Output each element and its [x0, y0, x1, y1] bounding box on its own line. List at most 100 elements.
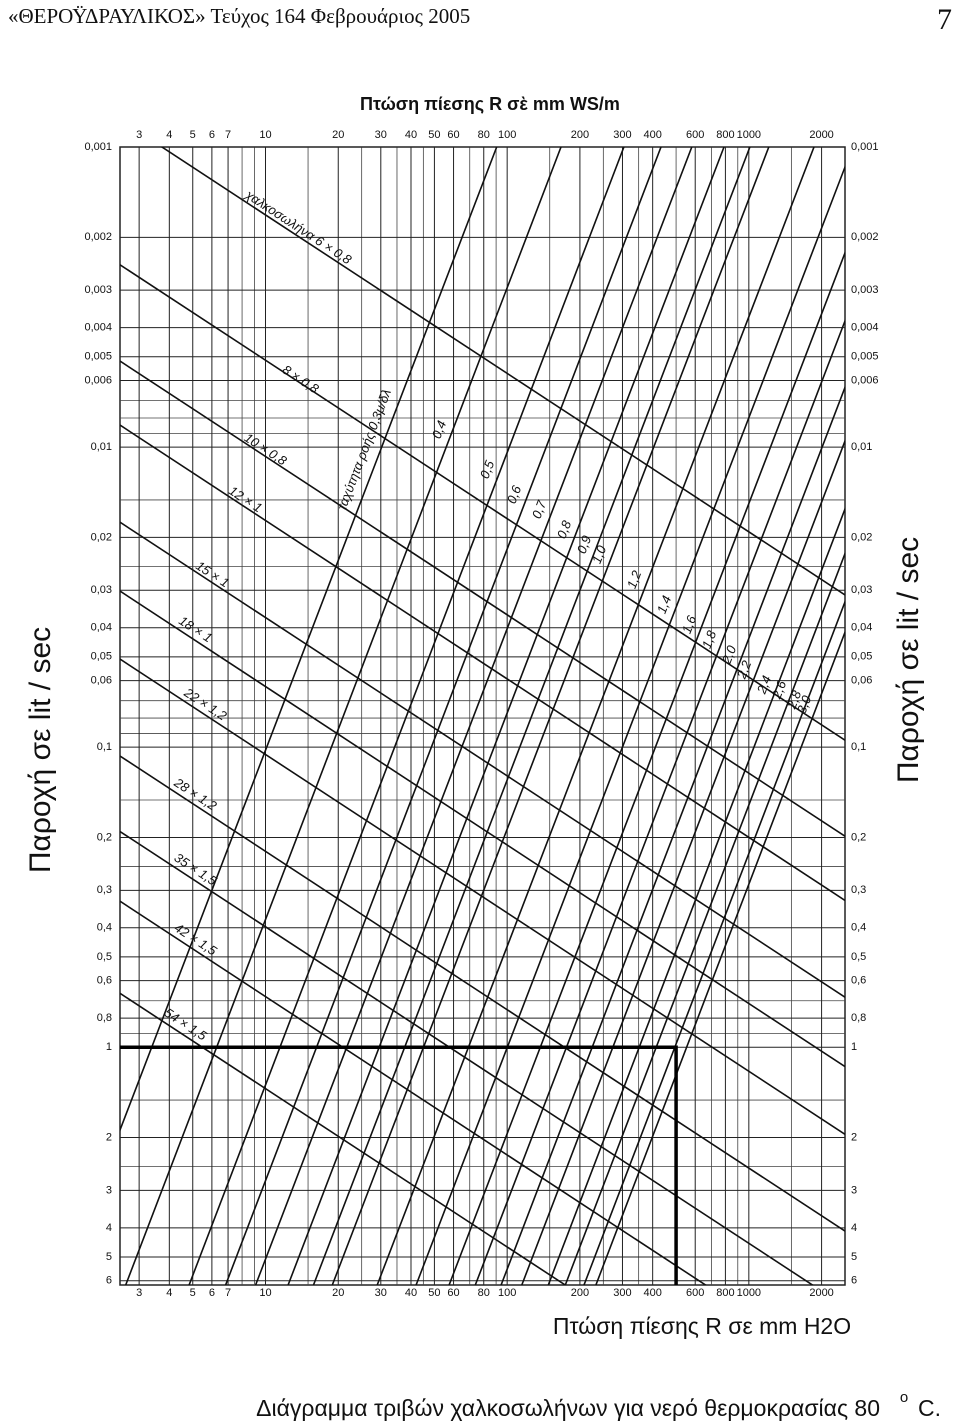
- x-tick-label: 10: [259, 1287, 271, 1299]
- velocity-label: 1,4: [654, 593, 674, 615]
- pipe-line: [120, 264, 845, 741]
- x-tick-label-top: 7: [225, 129, 231, 141]
- y-tick-label-right: 0,03: [851, 584, 872, 596]
- pipe-line: [120, 424, 845, 902]
- y-tick-label-right: 0,001: [851, 141, 879, 153]
- x-tick-label-top: 20: [332, 129, 344, 141]
- pipe-line: [120, 755, 845, 1232]
- velocity-label: 0,9: [574, 533, 594, 555]
- velocity-line: [415, 164, 845, 1285]
- velocity-label: 2,2: [733, 658, 754, 682]
- velocity-line: [500, 385, 845, 1285]
- y-tick-label-right: 0,8: [851, 1012, 866, 1024]
- y-tick-label-left: 0,2: [97, 831, 112, 843]
- y-tick-label-right: 0,002: [851, 231, 879, 243]
- x-tick-label: 600: [686, 1287, 704, 1299]
- y-tick-label-left: 0,004: [84, 322, 112, 334]
- pipe-line: [120, 900, 708, 1285]
- x-tick-label: 20: [332, 1287, 344, 1299]
- x-tick-label: 100: [498, 1287, 516, 1299]
- x-tick-label-top: 300: [613, 129, 631, 141]
- y-tick-label-left: 0,1: [97, 741, 112, 753]
- y-tick-label-right: 0,6: [851, 975, 866, 987]
- velocity-label: 2,8: [783, 688, 804, 712]
- y-tick-label-left: 0,04: [91, 622, 112, 634]
- x-tick-label-top: 600: [686, 129, 704, 141]
- pipe-line: [120, 658, 845, 1135]
- y-tick-label-left: 0,8: [97, 1012, 112, 1024]
- x-tick-label: 50: [428, 1287, 440, 1299]
- y-tick-label-left: 0,005: [84, 351, 112, 363]
- y-tick-label-left: 0,5: [97, 951, 112, 963]
- y-tick-label-right: 1: [851, 1041, 857, 1053]
- y-tick-label-right: 0,004: [851, 322, 879, 334]
- y-tick-label-left: 0,001: [84, 141, 112, 153]
- y-tick-label-right: 2: [851, 1131, 857, 1143]
- y-tick-label-left: 6: [106, 1275, 112, 1287]
- x-tick-label: 400: [643, 1287, 661, 1299]
- velocity-line: [124, 147, 562, 1285]
- x-tick-label-top: 30: [375, 129, 387, 141]
- x-tick-label: 2000: [809, 1287, 833, 1299]
- pipe-label: 12 × 1: [226, 483, 265, 516]
- x-tick-label-top: 10: [259, 129, 271, 141]
- y-tick-label-left: 0,003: [84, 284, 112, 296]
- y-tick-label-left: 1: [106, 1041, 112, 1053]
- y-tick-label-right: 0,04: [851, 622, 872, 634]
- x-tick-label: 1000: [737, 1287, 761, 1299]
- velocity-line: [287, 147, 725, 1285]
- y-tick-label-right: 0,2: [851, 831, 866, 843]
- velocity-label: 3,0: [794, 693, 815, 716]
- velocity-line: [547, 506, 845, 1285]
- x-tick-label: 7: [225, 1287, 231, 1299]
- x-tick-label: 40: [405, 1287, 417, 1299]
- caption-unit: C.: [918, 1395, 941, 1421]
- y-tick-label-right: 0,003: [851, 284, 879, 296]
- velocity-label: 0,7: [529, 498, 550, 521]
- x-tick-label: 200: [571, 1287, 589, 1299]
- x-tick-label-top: 100: [498, 129, 516, 141]
- y-tick-label-right: 0,005: [851, 351, 879, 363]
- velocity-label: 2,0: [718, 643, 739, 667]
- velocity-label: 1,6: [679, 613, 700, 636]
- velocity-label: 1,0: [589, 543, 610, 566]
- velocity-line: [564, 551, 845, 1285]
- pipe-line: [160, 147, 845, 596]
- y-tick-label-right: 0,1: [851, 741, 866, 753]
- y-tick-label-right: 0,006: [851, 374, 879, 386]
- velocity-line: [474, 318, 845, 1285]
- pipe-line: [120, 992, 567, 1285]
- velocity-line: [376, 147, 815, 1285]
- x-tick-label: 80: [478, 1287, 490, 1299]
- velocity-label: 2,4: [753, 674, 774, 697]
- caption-degree: o: [900, 1389, 908, 1406]
- y-tick-label-left: 0,3: [97, 884, 112, 896]
- x-tick-label-top: 3: [136, 129, 142, 141]
- x-tick-label-top: 5: [190, 129, 196, 141]
- x-tick-label-top: 400: [643, 129, 661, 141]
- pipe-line: [120, 360, 845, 837]
- y-axis-title-right: Παροχή σε lit / sec: [892, 537, 925, 783]
- velocity-line: [120, 147, 498, 1133]
- y-tick-label-left: 0,6: [97, 975, 112, 987]
- y-tick-label-left: 4: [106, 1222, 112, 1234]
- pipe-label: 8 × 0,8: [280, 362, 322, 397]
- x-axis-title-top: Πτώση πίεσης R σὲ mm WS/m: [360, 94, 620, 114]
- y-tick-label-right: 0,3: [851, 884, 866, 896]
- x-tick-label-top: 1000: [737, 129, 761, 141]
- velocity-line: [331, 147, 770, 1285]
- y-tick-label-left: 5: [106, 1251, 112, 1263]
- y-tick-label-right: 3: [851, 1184, 857, 1196]
- x-tick-label-top: 2000: [809, 129, 833, 141]
- y-tick-label-right: 6: [851, 1275, 857, 1287]
- pipe-line: [120, 590, 845, 1068]
- y-tick-label-left: 0,03: [91, 584, 112, 596]
- x-tick-label: 30: [375, 1287, 387, 1299]
- y-tick-label-right: 5: [851, 1251, 857, 1263]
- x-tick-label-top: 800: [716, 129, 734, 141]
- y-tick-label-right: 0,05: [851, 651, 872, 663]
- y-tick-label-right: 0,06: [851, 674, 872, 686]
- y-tick-label-left: 0,002: [84, 231, 112, 243]
- y-tick-label-left: 0,01: [91, 441, 112, 453]
